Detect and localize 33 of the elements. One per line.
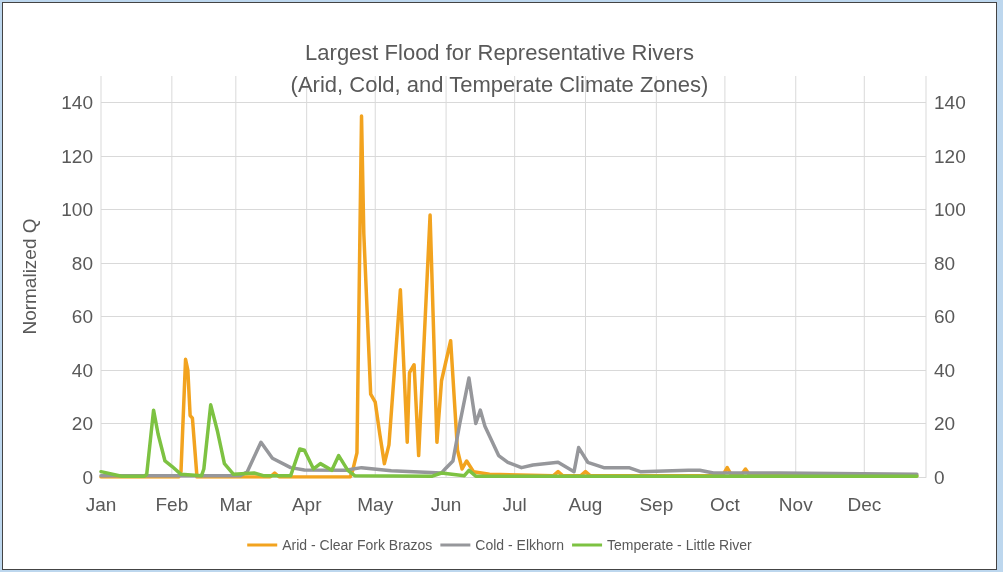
legend-label: Temperate - Little River (607, 537, 753, 553)
y-tick-label: 80 (71, 252, 93, 274)
y2-tick-label: 100 (934, 199, 966, 221)
legend-label: Arid - Clear Fork Brazos (282, 537, 433, 553)
y2-tick-label: 20 (934, 413, 956, 435)
y-tick-label: 120 (61, 145, 93, 167)
y2-tick-label: 60 (934, 306, 956, 328)
x-tick-label: Feb (155, 494, 189, 515)
y-tick-label: 0 (82, 466, 93, 488)
x-tick-label: May (357, 494, 394, 515)
x-tick-label: Oct (710, 494, 741, 515)
x-tick-label: Nov (778, 494, 814, 515)
chart-title: Largest Flood for Representative Rivers (Arid, Cold, and Temperate Climate Zones) (290, 39, 709, 97)
x-tick-label: Aug (568, 494, 603, 515)
y-tick-label: 60 (71, 306, 93, 328)
legend-label: Cold - Elkhorn (475, 537, 565, 553)
y-tick-label: 40 (71, 359, 93, 381)
y2-tick-label: 120 (934, 145, 966, 167)
x-tick-label: Jun (430, 494, 462, 515)
x-tick-label: Mar (219, 494, 253, 515)
y2-tick-label: 80 (934, 252, 956, 274)
y-tick-label: 20 (71, 413, 93, 435)
y-tick-label: 100 (61, 199, 93, 221)
y2-tick-label: 0 (934, 466, 945, 488)
x-tick-label: Jan (85, 494, 117, 515)
y2-tick-label: 40 (934, 359, 956, 381)
y-tick-label: 140 (61, 92, 93, 114)
x-tick-label: Jul (502, 494, 527, 515)
x-tick-label: Dec (847, 494, 882, 515)
y-axis-title: Normalized Q (19, 218, 40, 335)
x-tick-label: Apr (291, 494, 323, 515)
x-tick-label: Sep (639, 494, 674, 515)
y2-tick-label: 140 (934, 92, 966, 114)
